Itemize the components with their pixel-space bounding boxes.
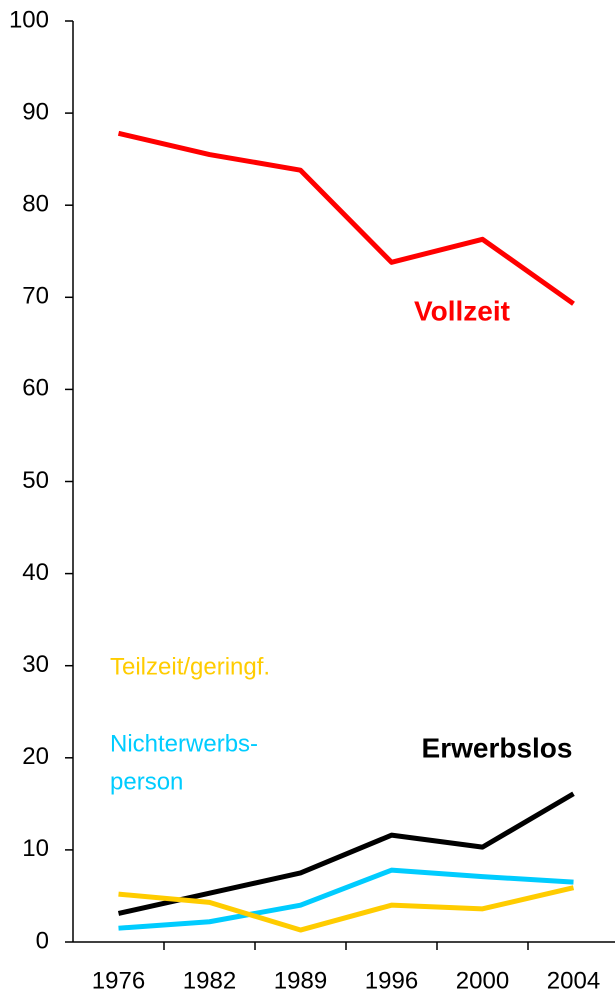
series-line bbox=[117, 791, 575, 916]
x-tick-label: 1982 bbox=[183, 967, 236, 994]
x-tick-label: 1976 bbox=[92, 967, 145, 994]
y-tick-label: 40 bbox=[22, 559, 49, 586]
series-label: Nichterwerbs- bbox=[110, 730, 258, 757]
y-tick-label: 0 bbox=[36, 927, 49, 954]
series-label: person bbox=[110, 768, 183, 795]
x-tick-label: 2004 bbox=[547, 967, 600, 994]
series-line bbox=[117, 130, 575, 306]
y-tick-label: 20 bbox=[22, 743, 49, 770]
series-label: Vollzeit bbox=[414, 295, 510, 326]
y-tick-label: 50 bbox=[22, 467, 49, 494]
x-tick-label: 1989 bbox=[274, 967, 327, 994]
y-tick-label: 100 bbox=[9, 6, 49, 33]
x-tick-label: 2000 bbox=[456, 967, 509, 994]
series-label: Teilzeit/geringf. bbox=[110, 653, 270, 680]
y-tick-label: 80 bbox=[22, 191, 49, 218]
y-tick-label: 30 bbox=[22, 651, 49, 678]
series-line bbox=[118, 885, 575, 933]
x-tick-label: 1996 bbox=[365, 967, 418, 994]
y-tick-label: 90 bbox=[22, 98, 49, 125]
series-line bbox=[118, 867, 574, 931]
series-label: Erwerbslos bbox=[422, 732, 573, 763]
y-tick-label: 10 bbox=[22, 835, 49, 862]
y-tick-label: 60 bbox=[22, 375, 49, 402]
y-tick-label: 70 bbox=[22, 283, 49, 310]
